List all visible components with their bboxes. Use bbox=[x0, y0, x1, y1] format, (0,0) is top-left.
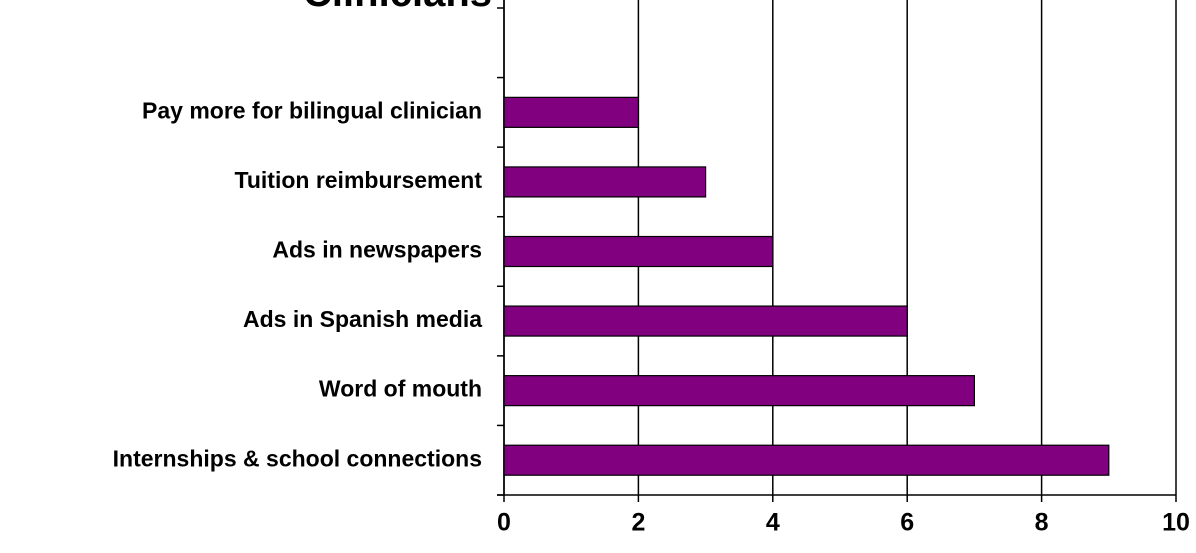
x-tick-label: 0 bbox=[497, 509, 511, 537]
bar bbox=[503, 96, 639, 128]
y-tick-label: Word of mouth bbox=[319, 376, 482, 402]
x-tick-label: 4 bbox=[766, 509, 780, 537]
bar bbox=[503, 444, 1110, 476]
y-tick-label: Ads in newspapers bbox=[272, 237, 482, 263]
x-tick-label: 2 bbox=[631, 509, 645, 537]
y-tick-label: Ads in Spanish media bbox=[243, 306, 482, 332]
chart-title: Clinicians bbox=[303, 0, 492, 15]
y-tick-label: Pay more for bilingual clinician bbox=[142, 97, 482, 123]
bar bbox=[503, 305, 908, 337]
y-tick-label: Internships & school connections bbox=[113, 445, 482, 471]
y-tick-label: Tuition reimbursement bbox=[235, 167, 483, 193]
x-tick-label: 8 bbox=[1035, 509, 1049, 537]
bar bbox=[503, 235, 774, 268]
bar bbox=[503, 166, 707, 198]
x-tick-label: 6 bbox=[900, 509, 914, 537]
x-tick-label: 10 bbox=[1162, 509, 1190, 537]
bar bbox=[503, 375, 975, 407]
